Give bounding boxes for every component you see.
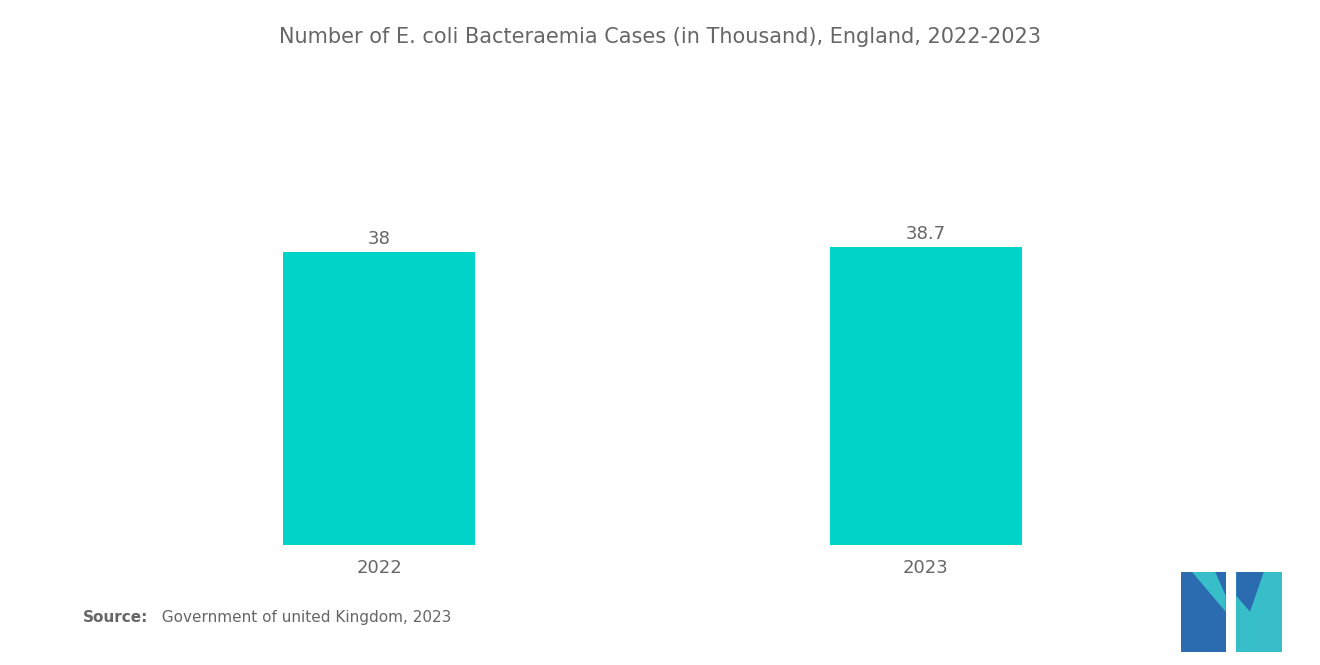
Bar [284, 252, 475, 545]
Text: Source:: Source: [83, 610, 149, 625]
Polygon shape [1192, 572, 1226, 612]
Text: 38: 38 [367, 230, 391, 248]
Text: Government of united Kingdom, 2023: Government of united Kingdom, 2023 [152, 610, 451, 625]
Polygon shape [1181, 572, 1226, 652]
Text: Number of E. coli Bacteraemia Cases (in Thousand), England, 2022-2023: Number of E. coli Bacteraemia Cases (in … [279, 27, 1041, 47]
Bar [830, 247, 1022, 545]
Polygon shape [1237, 572, 1263, 612]
Text: 38.7: 38.7 [906, 225, 946, 243]
Polygon shape [1237, 572, 1282, 652]
